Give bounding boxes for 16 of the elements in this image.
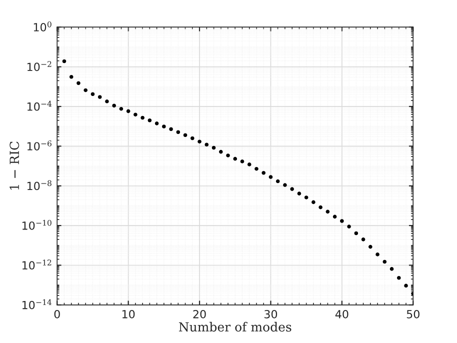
y-tick-label: 10$^{−12}$	[22, 260, 52, 270]
y-tick-label: 10$^{−14}$	[22, 299, 52, 310]
x-tick-label: 40	[335, 310, 348, 318]
x-axis-title: Number of modes	[178, 322, 292, 332]
x-tick-label: 50	[406, 310, 420, 318]
x-tick-label: 20	[193, 310, 206, 318]
y-tick-label: 10$^{0}$	[34, 21, 52, 32]
y-axis-title: 1 − RIC	[10, 142, 20, 190]
x-tick-label: 10	[122, 310, 135, 318]
y-tick-label: 10$^{−10}$	[22, 220, 52, 230]
x-tick-label: 30	[264, 310, 278, 318]
y-tick-label: 10$^{−8}$	[27, 180, 52, 190]
y-tick-label: 10$^{−4}$	[27, 100, 52, 111]
y-tick-label: 10$^{−6}$	[27, 140, 52, 150]
y-tick-label: 10$^{−2}$	[27, 61, 52, 72]
x-tick-label: 0	[54, 310, 60, 318]
